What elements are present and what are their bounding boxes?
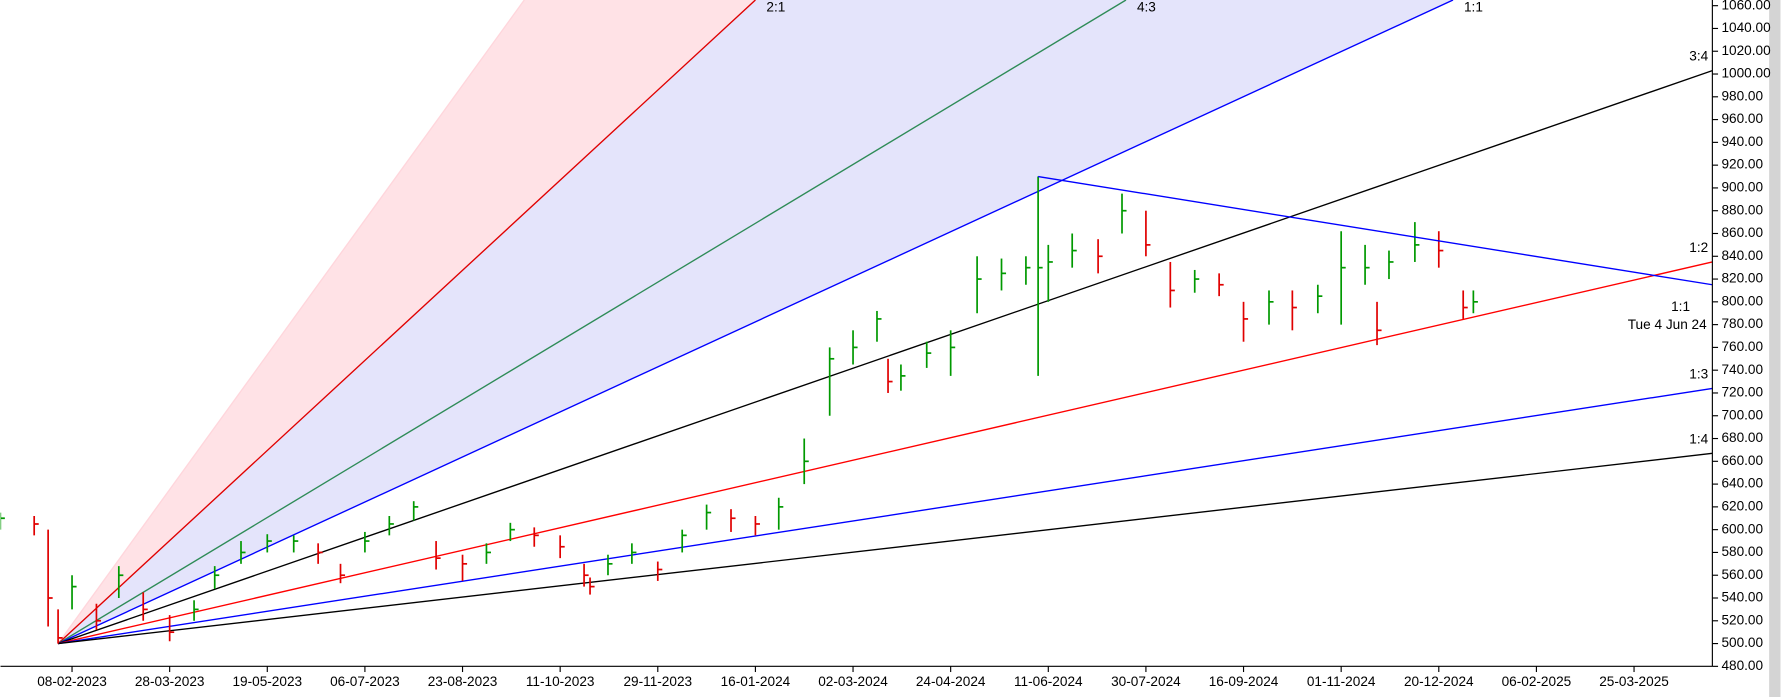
x-tick-label: 02-03-2024 <box>818 674 888 689</box>
fan-label: 3:4 <box>1689 49 1708 64</box>
fan-label: 2:1 <box>766 0 785 15</box>
y-tick-label: 1000.00 <box>1721 66 1771 81</box>
x-tick-label: 06-07-2023 <box>330 674 400 689</box>
x-tick-label: 08-02-2023 <box>37 674 107 689</box>
fan-line <box>57 0 1127 645</box>
fan-label: 1:2 <box>1689 240 1708 255</box>
fan-line <box>57 0 525 644</box>
y-tick-label: 860.00 <box>1721 225 1763 240</box>
y-tick-label: 740.00 <box>1721 362 1763 377</box>
y-tick-label: 660.00 <box>1721 453 1763 468</box>
trend-line <box>1038 175 1713 286</box>
y-tick-label: 1040.00 <box>1721 20 1771 35</box>
y-tick-label: 800.00 <box>1721 293 1763 308</box>
x-tick-label: 24-04-2024 <box>916 674 986 689</box>
y-tick-label: 560.00 <box>1721 567 1763 582</box>
x-tick-label: 16-09-2024 <box>1209 674 1279 689</box>
y-tick-label: 780.00 <box>1721 316 1763 331</box>
y-tick-label: 960.00 <box>1721 111 1763 126</box>
y-tick-label: 1020.00 <box>1721 43 1771 58</box>
x-tick-label: 30-07-2024 <box>1111 674 1181 689</box>
y-tick-label: 480.00 <box>1721 658 1763 673</box>
y-tick-label: 760.00 <box>1721 339 1763 354</box>
fan-line <box>57 0 1454 645</box>
fan-line <box>58 452 1713 645</box>
x-tick-label: 11-10-2023 <box>526 674 595 689</box>
fan-line <box>57 69 1713 645</box>
y-tick-label: 880.00 <box>1721 202 1763 217</box>
y-tick-label: 720.00 <box>1721 385 1763 400</box>
y-tick-label: 540.00 <box>1721 590 1763 605</box>
scrollbar <box>1769 0 1781 697</box>
x-tick-label: 06-02-2025 <box>1502 674 1572 689</box>
y-tick-label: 700.00 <box>1721 407 1763 422</box>
x-tick-label: 28-03-2023 <box>135 674 205 689</box>
fan-label: 1:4 <box>1689 431 1708 446</box>
fan-line <box>57 387 1713 645</box>
trend-note: Tue 4 Jun 24 <box>1628 317 1707 332</box>
y-tick-label: 940.00 <box>1721 134 1763 149</box>
y-tick-label: 640.00 <box>1721 476 1763 491</box>
y-tick-label: 520.00 <box>1721 612 1763 627</box>
y-tick-label: 680.00 <box>1721 430 1763 445</box>
y-tick-label: 500.00 <box>1721 635 1763 650</box>
x-tick-label: 20-12-2024 <box>1404 674 1474 689</box>
x-tick-label: 16-01-2024 <box>721 674 791 689</box>
y-tick-label: 900.00 <box>1721 180 1763 195</box>
fan-line <box>57 0 756 645</box>
y-tick-label: 920.00 <box>1721 157 1763 172</box>
x-tick-label: 11-06-2024 <box>1014 674 1083 689</box>
y-tick-label: 1060.00 <box>1721 0 1771 12</box>
y-tick-label: 580.00 <box>1721 544 1763 559</box>
x-tick-label: 19-05-2023 <box>232 674 302 689</box>
fan-label: 1:1 <box>1464 0 1483 15</box>
x-tick-label: 25-03-2025 <box>1599 674 1669 689</box>
y-tick-label: 980.00 <box>1721 88 1763 103</box>
x-tick-label: 01-11-2024 <box>1307 674 1376 689</box>
y-tick-label: 620.00 <box>1721 498 1763 513</box>
fan-line <box>57 261 1713 645</box>
x-tick-label: 29-11-2023 <box>623 674 692 689</box>
y-tick-label: 840.00 <box>1721 248 1763 263</box>
x-tick-label: 23-08-2023 <box>428 674 498 689</box>
fan-label: 4:3 <box>1137 0 1156 15</box>
y-tick-label: 820.00 <box>1721 271 1763 286</box>
y-tick-label: 600.00 <box>1721 521 1763 536</box>
trend-label: 1:1 <box>1671 299 1690 314</box>
plot-area <box>0 0 1713 645</box>
fan-label: 1:3 <box>1689 366 1708 381</box>
